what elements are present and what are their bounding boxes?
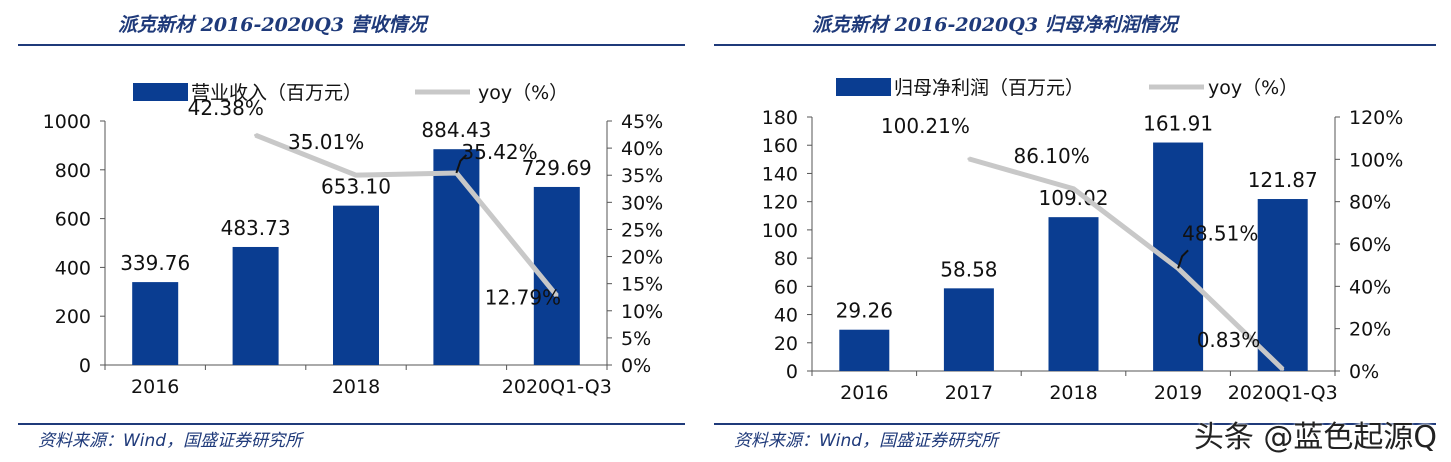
bar [132, 282, 179, 365]
right-axis-tick-label: 25% [621, 219, 663, 241]
yoy-value-label: 100.21% [881, 114, 970, 138]
right-axis-tick-label: 40% [1349, 276, 1391, 298]
bar [433, 149, 480, 365]
bar-value-label: 29.26 [836, 299, 893, 323]
left-axis-tick-label: 160 [762, 135, 798, 157]
bar [333, 205, 379, 365]
left-axis-tick-label: 800 [55, 160, 91, 182]
left-axis-tick-label: 180 [762, 107, 798, 129]
yoy-line [968, 156, 1285, 372]
x-axis-tick-label: 2016 [131, 376, 179, 398]
yoy-value-label: 42.38% [188, 96, 264, 120]
bar [1257, 199, 1308, 371]
left-axis-tick-label: 100 [762, 220, 798, 242]
left-axis-tick-label: 0 [79, 355, 91, 377]
legend-bar-swatch [836, 78, 891, 96]
left-axis-tick-label: 400 [55, 257, 91, 279]
profit-source-rule [714, 423, 1436, 425]
yoy-point [354, 173, 358, 177]
profit-panel: 派克新材 2016-2020Q3 归母净利润情况 0 20 40 60 80 100 120… [712, 0, 1451, 462]
legend-bar-label: 营业收入（百万元） [191, 82, 362, 104]
revenue-source-note: 资料来源：Wind，国盛证券研究所 [38, 431, 303, 451]
revenue-title-rule [18, 44, 685, 46]
watermark-text: 头条 @蓝色起源Q [1193, 420, 1437, 455]
yoy-value-label: 35.42% [461, 140, 537, 164]
bar-value-label: 58.58 [940, 257, 997, 281]
x-axis-tick-label: 2016 [840, 382, 888, 404]
right-axis-tick-label: 60% [1349, 234, 1391, 256]
yoy-point [1072, 187, 1075, 191]
right-axis-tick-label: 15% [621, 274, 663, 296]
yoy-value-label: 48.51% [1182, 221, 1258, 245]
legend-line-label: yoy（%） [478, 82, 568, 104]
right-axis-tick-label: 5% [621, 328, 651, 350]
left-axis-tick-label: 200 [55, 306, 91, 328]
x-axis-tick-label: 2017 [945, 382, 993, 404]
right-axis-tick-label: 35% [621, 165, 663, 187]
bar [943, 288, 994, 371]
bar-value-label: 884.43 [421, 118, 491, 142]
bar [839, 329, 890, 371]
yoy-value-label: 86.10% [1014, 144, 1090, 168]
yoy-leader-line [1177, 249, 1189, 269]
legend-bar-label: 归母净利润（百万元） [894, 77, 1084, 99]
bar [1048, 217, 1099, 371]
bar-value-label: 483.73 [221, 216, 291, 240]
profit-chart-title: 派克新材 2016-2020Q3 归母净利润情况 [812, 14, 1178, 36]
profit-title-rule [714, 44, 1436, 46]
yoy-value-label: 12.79% [485, 286, 561, 310]
yoy-value-label: 0.83% [1197, 328, 1261, 352]
legend-line-label: yoy（%） [1208, 77, 1298, 99]
x-axis-tick-label: 2020Q1-Q3 [502, 376, 612, 398]
revenue-panel: 派克新材 2016-2020Q3 营收情况 0 200 400 600 800 1000 0… [0, 0, 700, 462]
yoy-point [1281, 367, 1285, 371]
right-axis-tick-label: 10% [621, 301, 663, 323]
bar-value-label: 121.87 [1248, 168, 1318, 192]
right-axis-tick-label: 100% [1349, 149, 1403, 171]
right-axis-tick-label: 20% [1349, 319, 1391, 341]
right-axis-tick-label: 20% [621, 247, 663, 269]
left-axis-tick-label: 20 [774, 333, 798, 355]
bar [232, 246, 279, 365]
right-axis-tick-label: 30% [621, 192, 663, 214]
left-axis-tick-label: 1000 [43, 111, 91, 133]
right-axis-tick-label: 40% [621, 138, 663, 160]
yoy-point [555, 294, 559, 298]
bar-value-label: 161.91 [1143, 112, 1213, 136]
bar-value-label: 653.10 [321, 175, 391, 199]
revenue-chart-title: 派克新材 2016-2020Q3 营收情况 [118, 14, 427, 36]
revenue-chart: 0 200 400 600 800 1000 0% 5% 10% 15% 20% 25% 30% 35% 4… [43, 82, 664, 398]
left-axis-tick-label: 120 [762, 192, 798, 214]
yoy-value-label: 35.01% [288, 130, 364, 154]
legend-bar-swatch [133, 83, 188, 101]
yoy-line [254, 132, 559, 298]
yoy-leader-line [455, 154, 468, 174]
right-axis-tick-label: 80% [1349, 192, 1391, 214]
x-axis-tick-label: 2019 [1154, 382, 1202, 404]
left-axis-tick-label: 60 [774, 276, 798, 298]
bar-value-label: 339.76 [120, 251, 190, 275]
left-axis-tick-label: 40 [774, 305, 798, 327]
right-axis-tick-label: 120% [1349, 107, 1403, 129]
left-axis-tick-label: 140 [762, 163, 798, 185]
yoy-point [967, 157, 971, 161]
right-axis-tick-label: 45% [621, 111, 663, 133]
left-axis-tick-label: 600 [55, 209, 91, 231]
left-axis-tick-label: 80 [774, 248, 798, 270]
yoy-point [254, 133, 258, 137]
revenue-source-rule [18, 423, 685, 425]
left-axis-tick-label: 0 [786, 361, 798, 383]
x-axis-tick-label: 2018 [332, 376, 380, 398]
x-axis-tick-label: 2018 [1049, 382, 1097, 404]
profit-source-note: 资料来源：Wind，国盛证券研究所 [734, 431, 999, 451]
bar-value-label: 729.69 [522, 156, 592, 180]
profit-chart: 0 20 40 60 80 100 120 140 160 180 0% 20% 40% 60% 80% 10… [762, 77, 1404, 404]
x-axis-tick-label: 2020Q1-Q3 [1228, 382, 1338, 404]
right-axis-tick-label: 0% [621, 355, 651, 377]
right-axis-tick-label: 0% [1349, 361, 1379, 383]
